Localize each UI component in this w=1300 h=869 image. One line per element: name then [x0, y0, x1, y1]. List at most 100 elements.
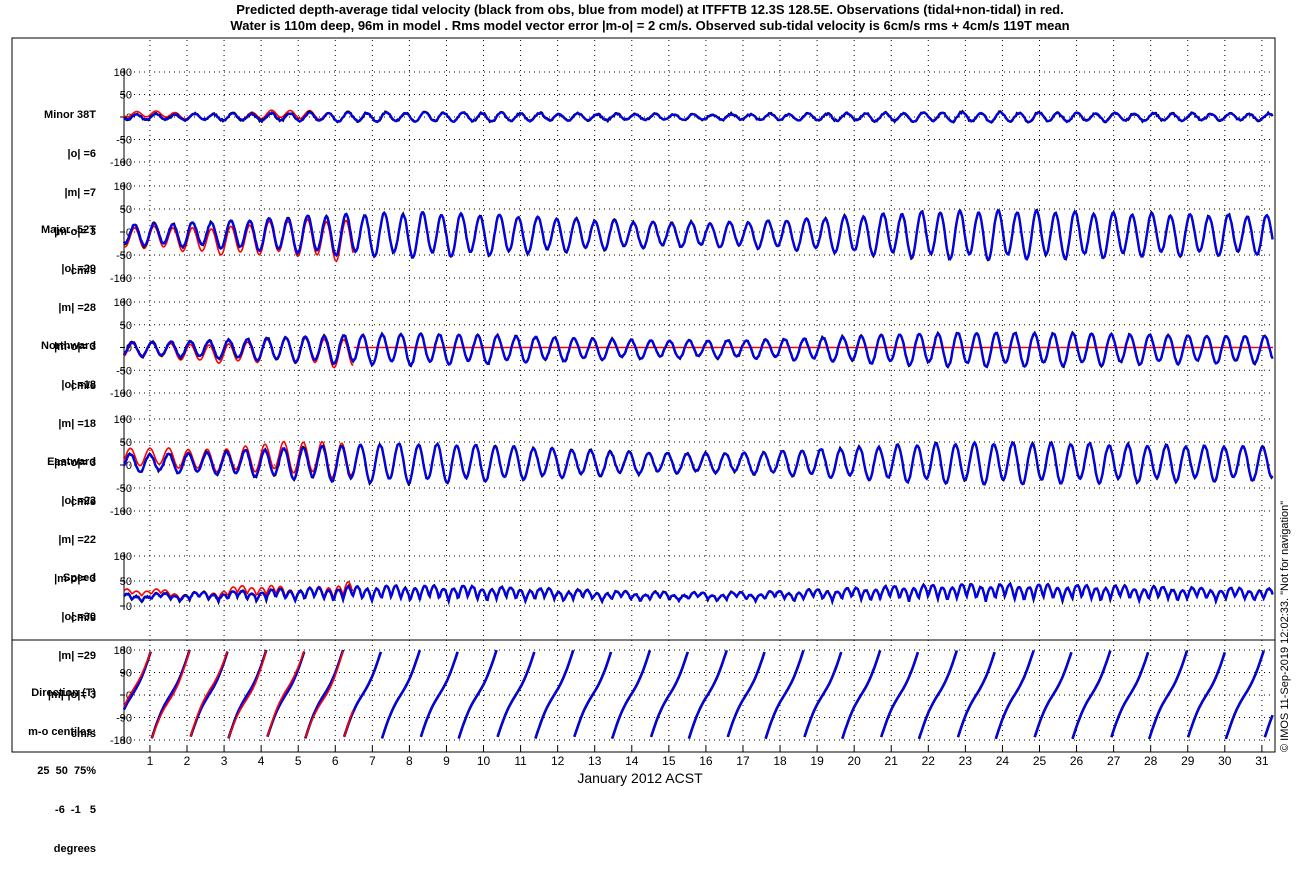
- direction-observed-line: [123, 651, 152, 707]
- direction-model-line: [1263, 714, 1274, 738]
- x-tick-label: 11: [514, 754, 527, 768]
- panel-label-eastward-line: |m| =22: [58, 534, 96, 546]
- x-tick-label: 10: [477, 754, 491, 768]
- panel-label-direction-line: 25 50 75%: [37, 765, 96, 777]
- direction-model-line: [918, 650, 958, 740]
- panel-label-northward: Northward |o| =18 |m| =18 |m-o|= 3 cm/s: [8, 314, 96, 522]
- direction-model-line: [1148, 650, 1188, 740]
- direction-model-line: [611, 649, 651, 739]
- x-axis-label: January 2012 ACST: [577, 770, 703, 786]
- y-tick-label: -100: [110, 157, 132, 169]
- y-tick-label: 50: [120, 320, 132, 332]
- panel-label-eastward-line: |m-o|= 3: [54, 573, 96, 585]
- panel-label-eastward-line: cm/s: [70, 612, 96, 624]
- direction-model-line: [880, 651, 919, 738]
- y-tick-label: 50: [120, 576, 132, 588]
- panel-label-minor-line: cm/s: [70, 265, 96, 277]
- y-tick-label: 0: [126, 601, 132, 613]
- direction-model-line: [573, 651, 612, 738]
- x-tick-label: 23: [959, 754, 973, 768]
- y-tick-label: 100: [114, 181, 132, 193]
- x-tick-label: 18: [773, 754, 787, 768]
- x-tick-label: 29: [1181, 754, 1195, 768]
- obs-tidal-line: [122, 440, 1274, 487]
- x-tick-label: 8: [406, 754, 413, 768]
- panel-label-minor-line: |m-o|= 3: [54, 226, 96, 238]
- panel-label-minor-line: |o| =6: [67, 148, 96, 160]
- speed-model-line: [123, 583, 1274, 605]
- y-tick-label: -100: [110, 273, 132, 285]
- x-tick-label: 19: [810, 754, 824, 768]
- panel-label-speed-line: |o| =30: [61, 611, 96, 623]
- x-tick-label: 31: [1255, 754, 1269, 768]
- tidal-velocity-chart: 1 2 3 4 5 6 7 8 9 10 11 12 13 14 15 16 17 18 19 20 21 22 23 24 2…: [11, 37, 1276, 786]
- y-tick-label: 50: [120, 90, 132, 102]
- y-tick-label: 90: [120, 668, 132, 680]
- observed-total-line: [123, 218, 354, 263]
- x-tick-label: 1: [147, 754, 154, 768]
- direction-model-line: [994, 650, 1035, 740]
- direction-model-line: [1071, 650, 1112, 740]
- x-tick-label: 3: [221, 754, 228, 768]
- direction-model-line: [1224, 650, 1265, 740]
- direction-model-line: [1033, 651, 1073, 738]
- panel-label-direction-line: m-o centiles:: [28, 726, 96, 738]
- panel-label-major-line: cm/s: [70, 380, 96, 392]
- direction-model-line: [419, 651, 459, 738]
- panel-label-major-line: |m| =28: [58, 302, 96, 314]
- panel-label-northward-line: Northward: [41, 340, 96, 352]
- x-tick-label: 7: [369, 754, 376, 768]
- direction-observed-line: [227, 650, 268, 739]
- panel-label-direction-line: degrees: [53, 843, 96, 855]
- y-tick-label: 100: [114, 551, 132, 563]
- panel-label-speed: Speed |o| =30 |m| =29 |m|-|o|= 3 cm/s: [8, 546, 96, 754]
- x-tick-label: 6: [332, 754, 339, 768]
- x-tick-label: 2: [184, 754, 191, 768]
- panel-label-speed-line: |m| =29: [58, 650, 96, 662]
- y-tick-label: -100: [110, 388, 132, 400]
- direction-model-line: [726, 651, 766, 738]
- y-tick-label: -100: [110, 506, 132, 518]
- x-tick-label: 15: [662, 754, 676, 768]
- direction-observed-line: [266, 650, 305, 738]
- x-tick-label: 26: [1070, 754, 1084, 768]
- chart-title-line-2: Water is 110m deep, 96m in model . Rms m…: [230, 18, 1070, 33]
- panel-label-direction-line: Direction (T): [31, 687, 96, 699]
- direction-model-line: [957, 651, 996, 738]
- x-tick-label: 9: [443, 754, 450, 768]
- x-tick-label: 13: [588, 754, 602, 768]
- panel-label-northward-line: |m-o|= 3: [54, 457, 96, 469]
- panel-label-major-line: |o| =29: [61, 263, 96, 275]
- panel-label-major-line: Major -52T: [40, 224, 96, 236]
- x-tick-label: 4: [258, 754, 265, 768]
- panel-label-speed-line: cm/s: [70, 728, 96, 740]
- direction-model-line: [457, 649, 498, 739]
- direction-model-line: [1187, 652, 1226, 738]
- x-tick-label: 5: [295, 754, 302, 768]
- x-tick-label: 17: [736, 754, 750, 768]
- x-tick-label: 20: [847, 754, 861, 768]
- panel-label-minor-line: |m| =7: [64, 187, 96, 199]
- model-line: [123, 208, 1274, 262]
- direction-model-line: [841, 650, 882, 740]
- y-tick-label: 100: [114, 414, 132, 426]
- y-tick-label: 50: [120, 204, 132, 216]
- panel-label-northward-line: cm/s: [70, 496, 96, 508]
- direction-observed-line: [151, 650, 191, 739]
- panel-label-northward-line: |m| =18: [58, 418, 96, 430]
- model-line: [123, 441, 1273, 486]
- copyright-stamp: © IMOS 11-Sep-2019 12:02:33. "Not for na…: [1279, 500, 1291, 752]
- panel-label-eastward-line: Eastward: [47, 456, 96, 468]
- x-tick-label: 24: [996, 754, 1010, 768]
- x-tick-label: 27: [1107, 754, 1121, 768]
- direction-model-line: [496, 651, 536, 738]
- x-tick-label: 12: [551, 754, 565, 768]
- y-tick-label: 0: [126, 460, 132, 472]
- direction-observed-line: [343, 709, 354, 738]
- panel-label-minor-line: Minor 38T: [44, 109, 96, 121]
- chart-title-line-1: Predicted depth-average tidal velocity (…: [236, 2, 1064, 17]
- direction-model-line: [534, 649, 575, 739]
- direction-observed-line: [304, 650, 344, 739]
- direction-model-line: [764, 650, 805, 740]
- panel-label-speed-line: Speed: [62, 572, 96, 584]
